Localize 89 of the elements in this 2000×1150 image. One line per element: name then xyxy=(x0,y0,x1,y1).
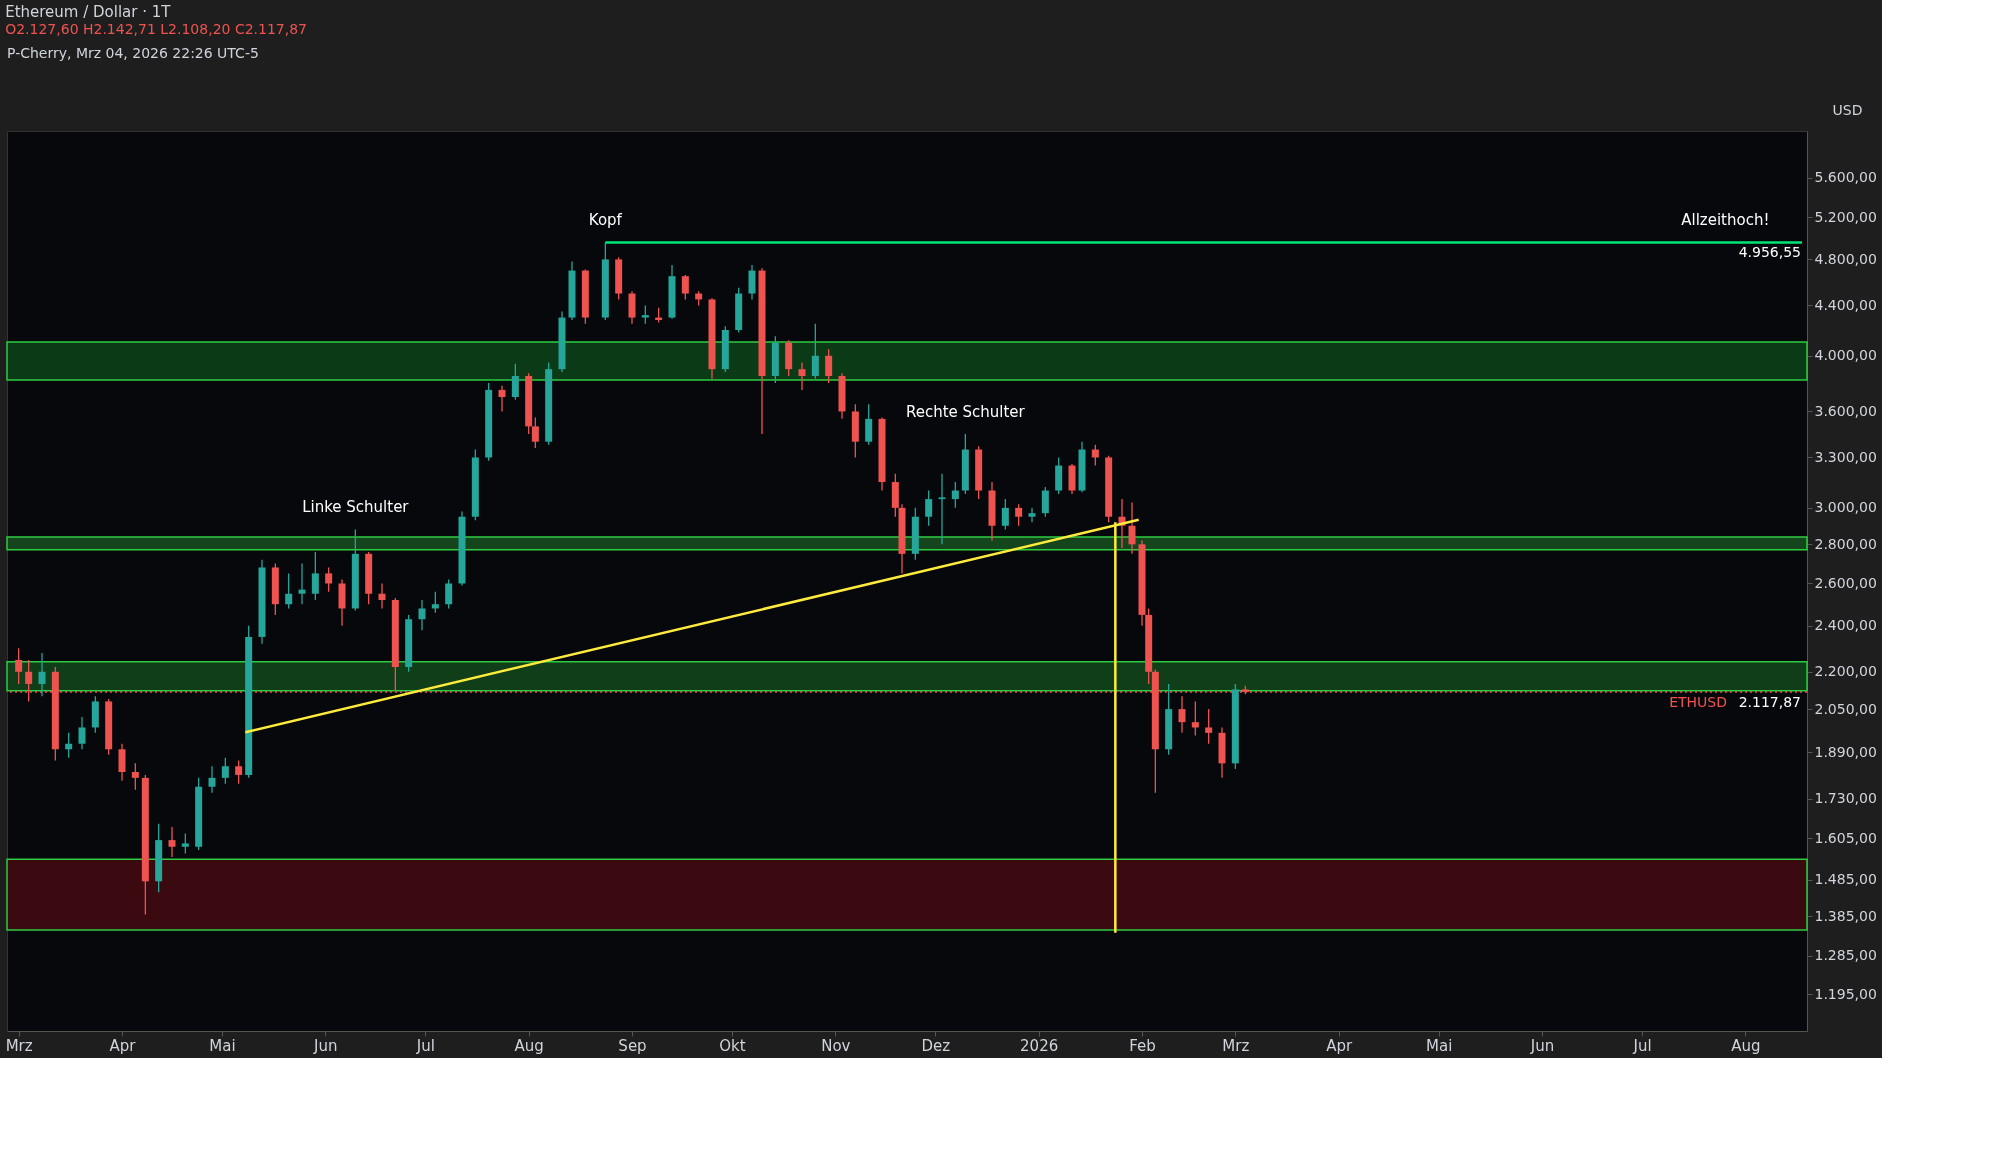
candlestick xyxy=(235,759,243,785)
y-tick-label: 2.050,00 xyxy=(1814,700,1877,717)
chart-subtitle: O2.127,60 H2.142,71 L2.108,20 C2.117,87 xyxy=(5,21,308,37)
x-tick-label: Mai xyxy=(1426,1036,1453,1055)
y-tick-label: 1.285,00 xyxy=(1814,947,1877,964)
y-tick-label: 1.605,00 xyxy=(1814,829,1877,846)
x-tick-label: Aug xyxy=(514,1036,544,1055)
candlestick xyxy=(681,274,689,301)
annotation: 4.956,55 xyxy=(1738,244,1801,261)
candlestick xyxy=(65,732,73,759)
candlestick xyxy=(285,572,293,610)
candlestick xyxy=(445,578,453,610)
x-tick-label: Sep xyxy=(618,1036,647,1055)
candlestick xyxy=(798,361,806,391)
candlestick xyxy=(221,757,229,785)
x-tick-label: Apr xyxy=(109,1036,137,1055)
candlestick xyxy=(938,473,946,545)
y-tick-label: 5.600,00 xyxy=(1814,169,1877,186)
y-tick-label: 5.200,00 xyxy=(1814,208,1877,225)
x-tick-label: Jul xyxy=(415,1036,435,1055)
x-tick-label: Jun xyxy=(1529,1036,1555,1055)
y-tick-label: 2.600,00 xyxy=(1814,574,1877,591)
x-tick-label: Mrz xyxy=(5,1036,33,1055)
candlestick xyxy=(531,416,539,449)
candlestick xyxy=(311,551,319,601)
candlestick xyxy=(1028,507,1036,523)
candlestick xyxy=(1191,700,1199,737)
y-tick-label: 4.000,00 xyxy=(1814,347,1877,364)
x-tick-label: Dez xyxy=(921,1036,951,1055)
x-tick-label: Apr xyxy=(1326,1036,1353,1055)
candlestick xyxy=(298,562,306,605)
chart-title: Ethereum / Dollar · 1T xyxy=(5,3,172,21)
y-tick-label: 1.485,00 xyxy=(1814,871,1877,888)
candlestick xyxy=(131,762,139,791)
y-tick-label: 2.200,00 xyxy=(1814,663,1877,680)
candlestick xyxy=(498,385,506,413)
candlestick xyxy=(168,826,176,858)
x-tick-label: 2026 xyxy=(1020,1036,1059,1055)
candlestick xyxy=(325,566,333,593)
annotation: Linke Schulter xyxy=(302,498,410,517)
x-tick-label: Aug xyxy=(1731,1036,1761,1055)
y-tick-label: 1.385,00 xyxy=(1814,907,1877,924)
candlestick xyxy=(1015,503,1023,527)
x-tick-label: Nov xyxy=(821,1036,851,1055)
y-tick-label: 1.730,00 xyxy=(1814,790,1877,807)
y-tick-label: 2.800,00 xyxy=(1814,535,1877,552)
ref-line-label: ETHUSD xyxy=(1669,693,1727,710)
annotation: 2.117,87 xyxy=(1738,693,1801,710)
candlestick xyxy=(78,716,86,750)
candlestick xyxy=(15,647,23,685)
candlestick xyxy=(1128,501,1136,555)
text: P-Cherry, Mrz 04, 2026 22:26 UTC-5 xyxy=(7,45,259,61)
candlestick xyxy=(418,599,426,631)
candlestick xyxy=(511,363,519,401)
x-tick-label: Mai xyxy=(209,1036,236,1055)
y-axis-title: USD xyxy=(1832,101,1863,118)
y-tick-label: 4.400,00 xyxy=(1814,296,1877,313)
candlestick xyxy=(865,403,873,446)
x-tick-label: Okt xyxy=(719,1036,746,1055)
candlestick xyxy=(925,489,933,527)
x-tick-label: Mrz xyxy=(1222,1036,1250,1055)
y-tick-label: 1.890,00 xyxy=(1814,743,1877,760)
candlestick xyxy=(378,582,386,610)
y-tick-label: 3.600,00 xyxy=(1814,402,1877,419)
candlestick xyxy=(431,591,439,614)
candlestick xyxy=(208,765,216,794)
candlestick xyxy=(641,304,649,325)
x-tick-label: Feb xyxy=(1129,1036,1156,1055)
candlestick xyxy=(1178,695,1186,734)
candlestick xyxy=(118,743,126,782)
candlestick xyxy=(748,264,756,301)
candlestick xyxy=(1001,498,1009,531)
y-tick-label: 1.195,00 xyxy=(1814,985,1877,1002)
candlestick xyxy=(825,348,833,384)
candlestick xyxy=(38,652,46,698)
candlestick xyxy=(1041,486,1049,518)
annotation: Allzeithoch! xyxy=(1681,211,1770,230)
candlestick xyxy=(181,832,189,855)
y-tick-label: 3.000,00 xyxy=(1814,499,1877,516)
y-tick-label: 2.400,00 xyxy=(1814,617,1877,634)
y-tick-label: 4.800,00 xyxy=(1814,250,1877,267)
candlestick xyxy=(1205,708,1213,745)
candlestick xyxy=(811,323,819,380)
y-tick-label: 3.300,00 xyxy=(1814,448,1877,465)
annotation: Rechte Schulter xyxy=(905,402,1026,421)
x-tick-label: Jun xyxy=(313,1036,338,1055)
x-tick-label: Jul xyxy=(1632,1036,1652,1055)
annotation: Kopf xyxy=(588,211,623,230)
candlestick xyxy=(951,481,959,509)
